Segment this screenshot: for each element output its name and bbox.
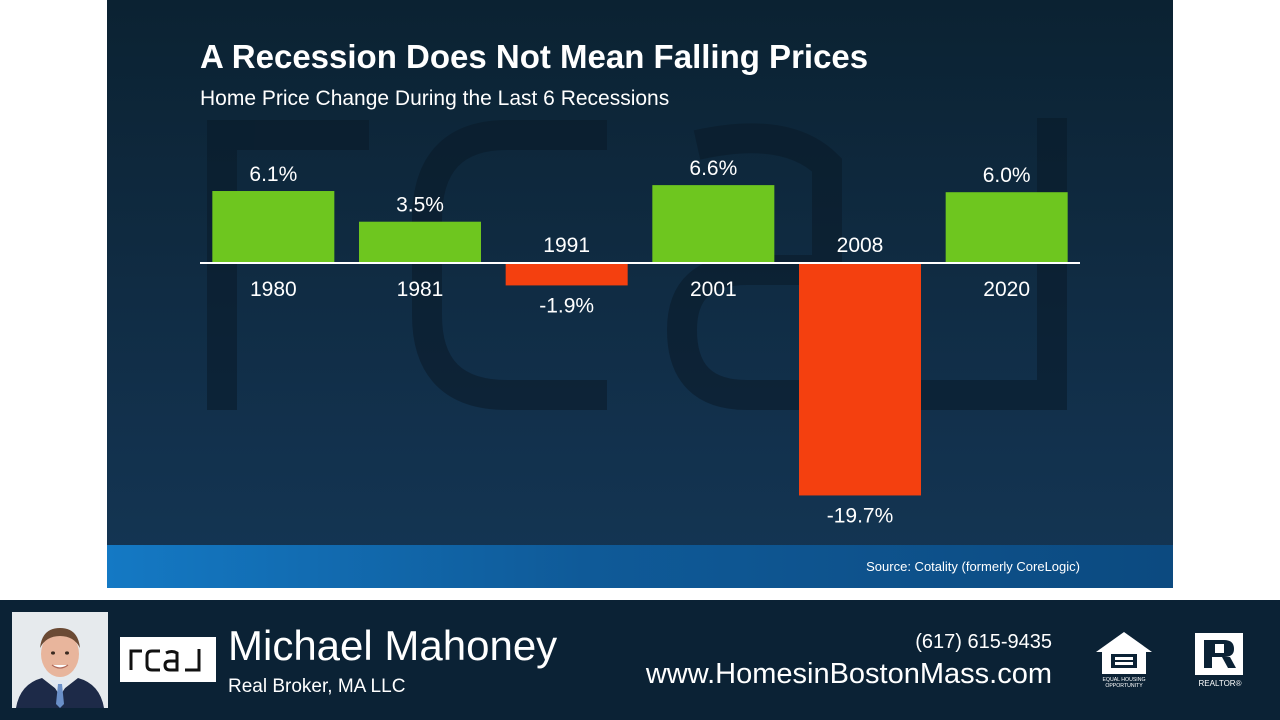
chart-subtitle: Home Price Change During the Last 6 Rece…	[200, 87, 670, 110]
svg-text:EQUAL HOUSING: EQUAL HOUSING	[1102, 677, 1145, 683]
category-label-1991: 1991	[543, 234, 590, 257]
category-label-1980: 1980	[250, 278, 297, 301]
realtor-icon: REALTOR®	[1195, 633, 1243, 688]
source-note: Source: Cotality (formerly CoreLogic)	[866, 559, 1080, 574]
data-label-1981: 3.5%	[396, 194, 444, 217]
chart-title: A Recession Does Not Mean Falling Prices	[200, 38, 869, 75]
data-label-2008: -19.7%	[827, 504, 894, 527]
agent-phone[interactable]: (617) 615-9435	[915, 631, 1052, 653]
real-brand-logo	[120, 637, 216, 682]
chart-slide: A Recession Does Not Mean Falling Prices…	[107, 0, 1173, 588]
bar-1991	[505, 263, 628, 286]
data-label-2001: 6.6%	[689, 157, 737, 180]
agent-company: Real Broker, MA LLC	[228, 676, 406, 697]
data-label-1980: 6.1%	[249, 163, 297, 186]
svg-text:OPPORTUNITY: OPPORTUNITY	[1105, 683, 1143, 689]
agent-website-link[interactable]: www.HomesinBostonMass.com	[645, 658, 1052, 690]
bar-chart: 6.1% 1980 3.5% 1981 -1.9% 1991 6.6% 2001 -19.7% 2…	[200, 157, 1080, 527]
data-label-1991: -1.9%	[539, 294, 594, 317]
category-label-1981: 1981	[397, 278, 444, 301]
bar-1980	[212, 191, 335, 263]
agent-footer: Michael Mahoney Real Broker, MA LLC (617…	[0, 600, 1280, 720]
category-label-2001: 2001	[690, 278, 737, 301]
category-label-2020: 2020	[983, 278, 1030, 301]
svg-text:REALTOR®: REALTOR®	[1199, 679, 1242, 688]
data-label-2020: 6.0%	[983, 164, 1031, 187]
equal-housing-opportunity-icon: EQUAL HOUSING OPPORTUNITY	[1096, 632, 1152, 689]
agent-name: Michael Mahoney	[228, 622, 558, 669]
category-label-2008: 2008	[837, 234, 884, 257]
bar-1981	[359, 221, 481, 263]
bar-2008	[799, 263, 921, 496]
bar-2020	[945, 192, 1068, 263]
bottom-band	[107, 545, 1173, 588]
bar-2001	[652, 185, 775, 263]
avatar	[12, 612, 108, 708]
